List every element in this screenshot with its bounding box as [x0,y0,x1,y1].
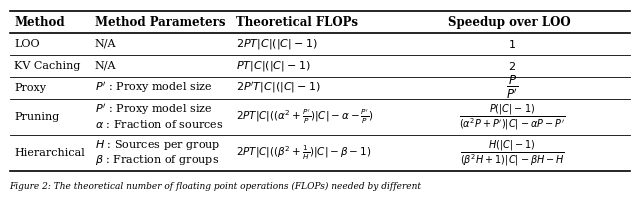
Text: $2PT|C|((\beta^2+\frac{1}{H})|C|-\beta-1)$: $2PT|C|((\beta^2+\frac{1}{H})|C|-\beta-1… [236,143,371,162]
Text: $1$: $1$ [508,38,516,50]
Text: $\dfrac{H(|C|-1)}{(\beta^2 H+1)|C|-\beta H - H}$: $\dfrac{H(|C|-1)}{(\beta^2 H+1)|C|-\beta… [460,138,564,168]
Text: KV Caching: KV Caching [14,61,81,71]
Text: Pruning: Pruning [14,112,60,122]
Text: $2$: $2$ [508,60,516,72]
Text: $\dfrac{P}{P'}$: $\dfrac{P}{P'}$ [506,74,518,101]
Text: Method: Method [14,16,65,28]
Text: Figure 2: The theoretical number of floating point operations (FLOPs) needed by : Figure 2: The theoretical number of floa… [10,182,422,191]
Text: $\beta$ : Fraction of groups: $\beta$ : Fraction of groups [95,153,219,167]
Text: Hierarchical: Hierarchical [14,148,85,158]
Text: Proxy: Proxy [14,83,46,93]
Text: $H$ : Sources per group: $H$ : Sources per group [95,138,220,153]
Text: $\dfrac{P(|C|-1)}{(\alpha^2 P+P')|C|-\alpha P - P'}$: $\dfrac{P(|C|-1)}{(\alpha^2 P+P')|C|-\al… [459,102,565,132]
Text: $2PT|C|(|C|-1)$: $2PT|C|(|C|-1)$ [236,37,317,51]
Text: $PT|C|(|C|-1)$: $PT|C|(|C|-1)$ [236,59,310,73]
Text: N/A: N/A [95,61,116,71]
Text: $\alpha$ : Fraction of sources: $\alpha$ : Fraction of sources [95,118,223,130]
Text: $P'$ : Proxy model size: $P'$ : Proxy model size [95,102,212,117]
Text: Theoretical FLOPs: Theoretical FLOPs [236,16,358,28]
Text: Method Parameters: Method Parameters [95,16,225,28]
Text: LOO: LOO [14,39,40,49]
Text: Speedup over LOO: Speedup over LOO [448,16,571,28]
Text: $P'$ : Proxy model size: $P'$ : Proxy model size [95,80,212,95]
Text: $2PT|C|((\alpha^2+\frac{P'}{P})|C|-\alpha-\frac{P'}{P})$: $2PT|C|((\alpha^2+\frac{P'}{P})|C|-\alph… [236,107,373,126]
Text: $2P'T|C|(|C|-1)$: $2P'T|C|(|C|-1)$ [236,80,321,95]
Text: N/A: N/A [95,39,116,49]
